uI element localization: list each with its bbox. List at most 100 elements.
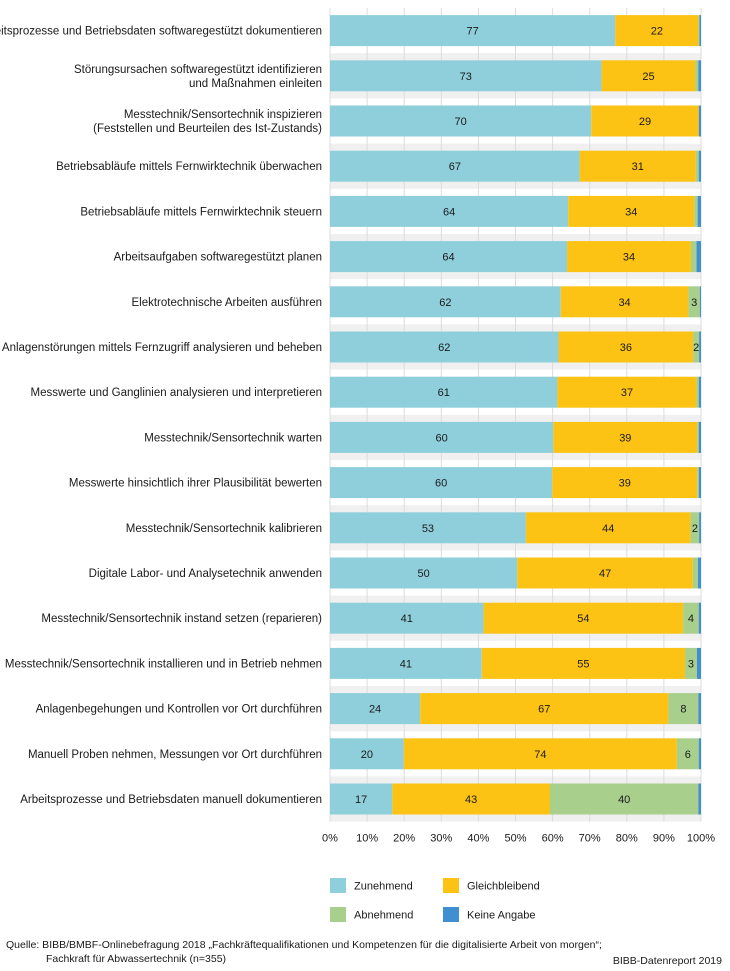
category-label: Digitale Labor- und Analysetechnik anwen… (89, 568, 322, 580)
data-label: 40 (618, 794, 630, 806)
legend-label: Abnehmend (354, 910, 413, 922)
bar-segment-keine-angabe (698, 467, 701, 499)
data-label: 62 (438, 342, 450, 354)
data-label: 25 (642, 71, 654, 83)
x-tick-label: 100% (687, 833, 715, 845)
bar-segment-gleichbleibend (568, 195, 695, 227)
x-tick-label: 50% (504, 833, 526, 845)
category-label: Arbeitsaufgaben softwaregestützt planen (114, 252, 322, 264)
bar-segment-keine-angabe (698, 738, 701, 770)
data-label: 70 (454, 116, 466, 128)
bar-segment-keine-angabe (698, 693, 701, 725)
data-label: 53 (422, 523, 434, 535)
bar-segment-gleichbleibend (591, 105, 699, 137)
x-tick-label: 20% (393, 833, 415, 845)
data-label: 54 (577, 613, 589, 625)
bar-segment-zunehmend (330, 512, 526, 544)
bar-segment-zunehmend (330, 331, 559, 363)
bar-segment-keine-angabe (698, 421, 701, 453)
data-label: 2 (693, 342, 699, 354)
data-label: 47 (599, 568, 611, 580)
source-line-2: Fachkraft für Abwassertechnik (n=355) (46, 953, 227, 965)
bar-segment-abnehmend (685, 647, 697, 679)
data-label: 62 (439, 297, 451, 309)
bar-segment-zunehmend (330, 557, 518, 589)
data-label: 29 (639, 116, 651, 128)
data-label: 60 (435, 478, 447, 490)
data-label: 64 (443, 206, 455, 218)
bar-segment-keine-angabe (699, 331, 701, 363)
bar-segment-abnehmend (690, 512, 700, 544)
bar-segment-keine-angabe (698, 105, 701, 137)
data-label: 44 (602, 523, 614, 535)
legend-label: Keine Angabe (467, 910, 536, 922)
legend-swatch-gleichbleibend (443, 878, 459, 893)
bar-segment-zunehmend (330, 15, 616, 47)
category-label: Messtechnik/Sensortechnik inspizieren (124, 109, 322, 121)
bar-segment-zunehmend (330, 60, 602, 92)
bar-segment-abnehmend (683, 602, 699, 634)
data-label: 60 (436, 432, 448, 444)
bar-segment-keine-angabe (699, 286, 701, 318)
bar-segment-zunehmend (330, 693, 421, 725)
data-label: 73 (460, 71, 472, 83)
bar-segment-keine-angabe (698, 150, 701, 182)
bar-segment-keine-angabe (698, 376, 701, 408)
legend-label: Zunehmend (354, 881, 413, 893)
credit-label: BIBB-Datenreport 2019 (612, 955, 722, 967)
bar-segment-zunehmend (330, 195, 569, 227)
category-label: Elektrotechnische Arbeiten ausführen (131, 297, 322, 309)
data-label: 2 (692, 523, 698, 535)
bar-segment-gleichbleibend (403, 738, 677, 770)
x-tick-label: 10% (356, 833, 378, 845)
bar-segment-gleichbleibend (560, 286, 689, 318)
bar-segment-gleichbleibend (392, 783, 551, 815)
data-label: 4 (688, 613, 694, 625)
bar-segment-gleichbleibend (552, 467, 698, 499)
data-label: 31 (632, 161, 644, 173)
bar-segment-gleichbleibend (420, 693, 669, 725)
data-label: 34 (618, 297, 630, 309)
bar-segment-keine-angabe (699, 15, 701, 47)
bar-segment-gleichbleibend (483, 602, 684, 634)
data-label: 6 (685, 749, 691, 761)
category-label: Betriebsabläufe mittels Fernwirktechnik … (56, 161, 322, 173)
bar-segment-gleichbleibend (615, 15, 699, 47)
bar-segment-keine-angabe (697, 195, 701, 227)
bar-segment-zunehmend (330, 602, 484, 634)
data-label: 74 (534, 749, 546, 761)
bar-segment-keine-angabe (698, 783, 701, 815)
bar-segment-zunehmend (330, 738, 404, 770)
legend-swatch-keine-angabe (443, 907, 459, 922)
bar-segment-abnehmend (688, 286, 700, 318)
bar-segment-zunehmend (330, 376, 558, 408)
x-tick-label: 30% (430, 833, 452, 845)
bar-segment-abnehmend (695, 150, 699, 182)
category-label: Arbeitsprozesse und Betriebsdaten softwa… (0, 26, 322, 38)
bar-segment-zunehmend (330, 105, 592, 137)
category-label: Anlagenbegehungen und Kontrollen vor Ort… (36, 704, 322, 716)
x-tick-label: 90% (653, 833, 675, 845)
bar-segment-keine-angabe (696, 647, 701, 679)
bar-segment-gleichbleibend (525, 512, 691, 544)
bar-segment-zunehmend (330, 467, 553, 499)
category-label: Messtechnik/Sensortechnik warten (144, 432, 322, 444)
stacked-bar-chart: 77 2 2 Arbeitsprozesse und Betriebsdaten so… (0, 8, 715, 922)
bar-segment-keine-angabe (696, 241, 701, 273)
category-label: Störungsursachen softwaregestützt identi… (74, 64, 322, 76)
legend-swatch-zunehmend (330, 878, 346, 893)
data-label: 67 (538, 704, 550, 716)
category-label: und Maßnahmen einleiten (189, 78, 322, 90)
data-label: 77 (467, 26, 479, 38)
data-label: 37 (621, 387, 633, 399)
bar-segment-keine-angabe (698, 557, 701, 589)
data-label: 36 (620, 342, 632, 354)
data-label: 34 (623, 252, 635, 264)
data-label: 17 (355, 794, 367, 806)
bar-segment-zunehmend (330, 421, 554, 453)
category-label: (Feststellen und Beurteilen des Ist-Zust… (93, 123, 322, 135)
bar-segment-gleichbleibend (557, 376, 697, 408)
source-note: Quelle: BIBB/BMBF-Onlinebefragung 2018 „… (6, 938, 626, 966)
category-label: Messwerte und Ganglinien analysieren und… (30, 387, 322, 399)
bar-segment-zunehmend (330, 150, 580, 182)
